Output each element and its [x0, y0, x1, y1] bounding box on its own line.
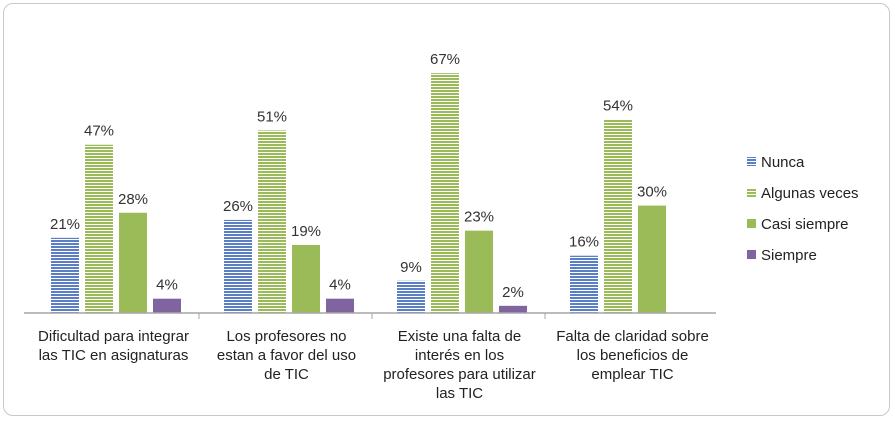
bar-algunas-veces-2 [431, 73, 459, 313]
bar-casi-siempre-0 [119, 212, 147, 313]
legend-label: Siempre [761, 247, 817, 264]
legend-swatch [747, 188, 756, 197]
data-label: 19% [291, 223, 321, 240]
plot-area: 21% 47% 28% 4% Dificultad para integrar las T… [24, 51, 716, 402]
bar-nunca-3 [570, 255, 598, 313]
data-label: 67% [430, 51, 460, 68]
data-label: 51% [257, 108, 287, 125]
bar-nunca-2 [397, 280, 425, 313]
legend: Nunca Algunas veces Casi siempre Siempre [747, 154, 859, 264]
bar-casi-siempre-2 [465, 230, 493, 313]
data-label: 26% [223, 198, 253, 215]
category-label: Los profesores no estan a favor del uso de… [217, 328, 356, 383]
category-label: Dificultad para integrar las TIC en asign… [38, 328, 189, 364]
data-label: 4% [156, 277, 178, 294]
bar-siempre-0 [153, 298, 181, 313]
bar-algunas-veces-0 [85, 144, 113, 313]
category-label: Existe una falta de interés en los profeso… [383, 328, 536, 402]
data-label: 16% [569, 234, 599, 251]
category-label: Falta de claridad sobre los beneficios de… [556, 328, 709, 383]
bar-algunas-veces-1 [258, 130, 286, 313]
legend-label: Nunca [761, 154, 805, 171]
legend-swatch [747, 250, 756, 259]
bar-algunas-veces-3 [604, 119, 632, 314]
bar-casi-siempre-3 [638, 205, 666, 313]
data-label: 9% [400, 259, 422, 276]
data-label: 47% [84, 123, 114, 140]
data-label: 28% [118, 191, 148, 208]
data-label: 23% [464, 209, 494, 226]
data-label: 4% [329, 277, 351, 294]
bar-nunca-0 [51, 237, 79, 313]
legend-swatch [747, 157, 756, 166]
bar-casi-siempre-1 [292, 244, 320, 313]
legend-swatch [747, 219, 756, 228]
bar-nunca-1 [224, 219, 252, 313]
data-label: 21% [50, 216, 80, 233]
legend-label: Algunas veces [761, 185, 859, 202]
data-label: 54% [603, 98, 633, 115]
data-label: 2% [502, 284, 524, 301]
bar-siempre-1 [326, 298, 354, 313]
bar-siempre-2 [499, 305, 527, 313]
data-label: 30% [637, 184, 667, 201]
legend-label: Casi siempre [761, 216, 849, 233]
